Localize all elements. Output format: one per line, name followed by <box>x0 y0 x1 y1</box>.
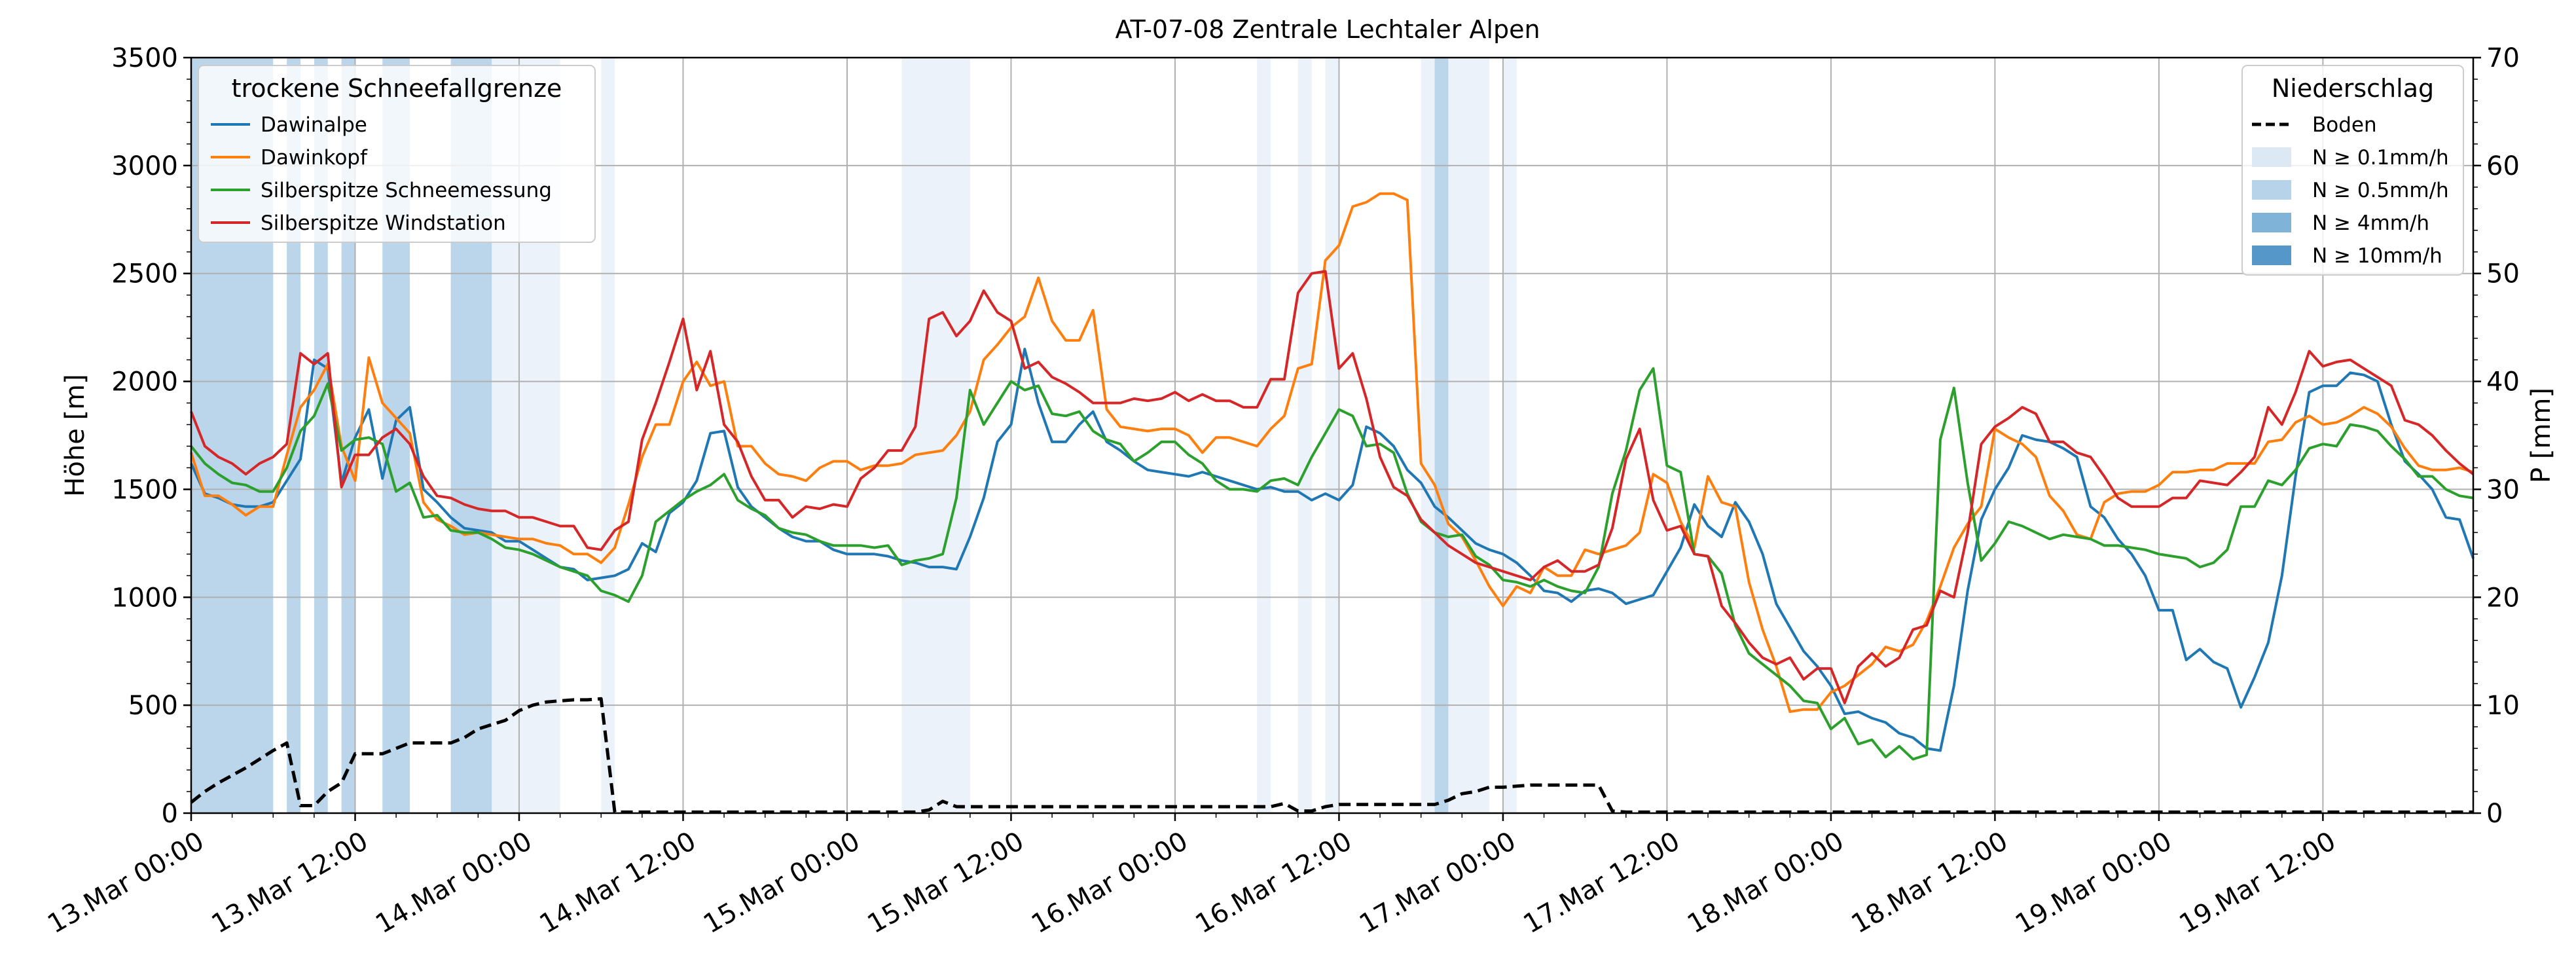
legend-snowfall-line: trockene Schneefallgrenze DawinalpeDawin… <box>198 65 596 243</box>
legend-label: N ≥ 0.1mm/h <box>2312 146 2449 170</box>
y2-tick-label: 20 <box>2486 583 2520 613</box>
y2-tick-label: 40 <box>2486 367 2520 397</box>
legend-swatch <box>2252 180 2291 200</box>
y2-tick-label: 50 <box>2486 259 2520 289</box>
legend-swatch <box>2252 213 2291 232</box>
legend-swatch <box>2252 147 2291 167</box>
series-line-boden <box>190 697 2473 814</box>
series-lines <box>190 192 2475 814</box>
legend-label: Silberspitze Schneemessung <box>261 179 552 202</box>
plot-frame <box>190 56 2475 814</box>
y-tick-label: 1000 <box>111 583 178 613</box>
series-line-silberspitze-schneemessung <box>190 367 2474 761</box>
legend-precipitation: Niederschlag Boden N ≥ 0.1mm/h N ≥ 0.5mm/h… <box>2241 65 2464 276</box>
legend-label: Dawinkopf <box>261 146 368 170</box>
precipitation-band <box>901 58 970 813</box>
series-line-dawinkopf <box>190 192 2474 713</box>
y-tick-label: 0 <box>162 799 178 829</box>
chart-title: AT-07-08 Zentrale Lechtaler Alpen <box>1115 15 1540 44</box>
series-line-dawinalpe <box>190 348 2475 752</box>
precipitation-band <box>1434 58 1449 813</box>
legend-right-frame <box>2241 65 2464 276</box>
legend-right-entries: Boden N ≥ 0.1mm/h N ≥ 0.5mm/h N ≥ 4mm/h N ≥ … <box>2252 113 2449 268</box>
y-tick-label: 500 <box>128 691 178 721</box>
legend-label: Dawinalpe <box>261 113 367 137</box>
series-line-silberspitze-windstation <box>190 270 2475 704</box>
precipitation-band <box>341 58 355 813</box>
legend-label: Silberspitze Windstation <box>261 211 506 235</box>
y2-tick-label: 10 <box>2486 691 2520 721</box>
precipitation-band <box>1421 58 1435 813</box>
precipitation-band <box>1297 58 1312 813</box>
precipitation-band <box>314 58 328 813</box>
y2-tick-label: 70 <box>2486 43 2520 73</box>
legend-left-frame <box>198 65 596 243</box>
legend-swatch <box>2252 246 2291 265</box>
y2-tick-label: 30 <box>2486 475 2520 505</box>
precipitation-band <box>1448 58 1490 813</box>
precipitation-band <box>601 58 615 813</box>
y-tick-label: 3000 <box>111 151 178 181</box>
y-tick-label: 1500 <box>111 475 178 505</box>
legend-left-title: trockene Schneefallgrenze <box>232 74 562 103</box>
legend-label: N ≥ 0.5mm/h <box>2312 179 2449 202</box>
precipitation-band <box>1502 58 1517 813</box>
y-tick-label: 3500 <box>111 43 178 73</box>
y-axis-label: Höhe [m] <box>60 374 90 496</box>
legend-label: N ≥ 10mm/h <box>2312 244 2442 268</box>
legend-left-entries: Dawinalpe Dawinkopf Silberspitze Schneemes… <box>211 113 552 235</box>
y-tick-label: 2500 <box>111 259 178 289</box>
precipitation-band <box>1257 58 1271 813</box>
legend-label: N ≥ 4mm/h <box>2312 211 2429 235</box>
legend-label: Boden <box>2312 113 2377 137</box>
legend-right-title: Niederschlag <box>2272 74 2434 103</box>
y2-tick-label: 60 <box>2486 151 2520 181</box>
y-tick-label: 2000 <box>111 367 178 397</box>
precipitation-band <box>1325 58 1339 813</box>
y2-tick-label: 0 <box>2486 799 2503 829</box>
y2-axis-label: P [mm] <box>2526 388 2556 483</box>
